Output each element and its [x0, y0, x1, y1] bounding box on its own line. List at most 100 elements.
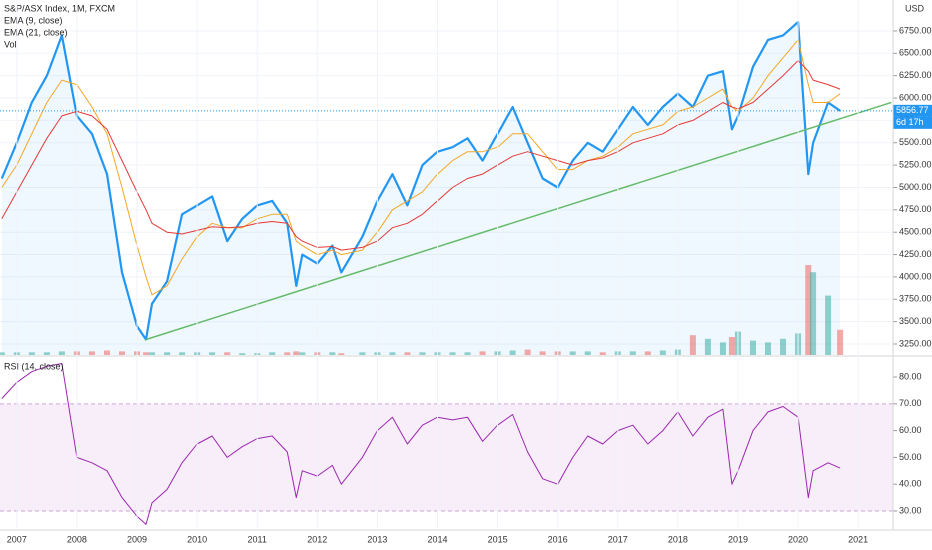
y-tick-label: 40.00	[899, 479, 922, 489]
volume-bar	[209, 352, 216, 355]
trend-line	[145, 101, 892, 341]
y-tick-label: 50.00	[899, 452, 922, 462]
volume-bar	[464, 352, 471, 355]
volume-bar	[524, 349, 531, 355]
last-price-label: 5856.77	[896, 105, 929, 115]
price-pane: 3250.00 3500.00 3750.00 4000.00 4250.00 4500.…	[0, 20, 932, 355]
price-area	[1, 22, 841, 355]
volume-bar	[269, 352, 276, 355]
x-tick-label: 2020	[788, 534, 808, 544]
volume-bar	[584, 351, 591, 355]
x-tick-label: 2021	[848, 534, 868, 544]
volume-bar	[825, 295, 832, 355]
rsi-title: RSI (14, close)	[4, 361, 64, 371]
volume-bar	[389, 352, 396, 355]
y-tick-label: 30.00	[899, 505, 922, 515]
currency: USD	[905, 3, 925, 13]
volume-bar	[239, 353, 246, 355]
volume-bar	[43, 352, 50, 355]
volume-bar	[404, 352, 411, 355]
chart-title: S&P/ASX Index, 1M, FXCM	[4, 3, 115, 13]
volume-bar	[689, 335, 696, 355]
volume-bar	[143, 352, 150, 355]
rsi-pane: 30.00 40.00 50.00 60.00 70.00 80.00	[0, 363, 922, 525]
volume-bar	[659, 350, 666, 355]
volume-bar	[164, 352, 171, 355]
legend-entry: Vol	[4, 39, 17, 49]
y-tick-label: 5500.00	[899, 137, 932, 147]
volume-bar	[293, 351, 300, 355]
y-tick-label: 5000.00	[899, 182, 932, 192]
x-tick-label: 2015	[488, 534, 508, 544]
x-tick-label: 2019	[728, 534, 748, 544]
legend-entry: EMA (9, close)	[4, 15, 63, 25]
x-tick-label: 2013	[367, 534, 387, 544]
volume-bar	[837, 329, 844, 355]
y-tick-label: 4250.00	[899, 249, 932, 259]
volume-bar	[509, 350, 516, 355]
volume-bar	[28, 352, 35, 355]
series-line	[1, 39, 841, 296]
last-price-box	[893, 104, 932, 117]
volume-bar	[704, 338, 711, 355]
y-tick-label: 3500.00	[899, 316, 932, 326]
y-tick-label: 4500.00	[899, 227, 932, 237]
volume-bar	[780, 338, 787, 355]
x-tick-label: 2012	[307, 534, 327, 544]
volume-bar	[539, 351, 546, 355]
y-tick-label: 80.00	[899, 371, 922, 381]
y-tick-label: 3250.00	[899, 338, 932, 348]
y-tick-label: 60.00	[899, 425, 922, 435]
volume-bar	[728, 337, 735, 355]
volume-bar	[179, 352, 186, 355]
x-tick-label: 2017	[608, 534, 628, 544]
volume-bar	[299, 352, 306, 355]
x-tick-label: 2011	[248, 534, 267, 544]
volume-bar	[749, 340, 756, 355]
x-tick-label: 2009	[127, 534, 147, 544]
volume-bar	[569, 351, 576, 355]
volume-bar	[419, 352, 426, 355]
volume-bar	[329, 352, 336, 355]
series-line	[1, 363, 841, 525]
volume-bar	[449, 352, 456, 355]
volume-bar	[810, 272, 817, 355]
y-tick-label: 6500.00	[899, 48, 932, 58]
volume-bar	[224, 352, 231, 355]
volume-bar	[719, 342, 726, 355]
x-tick-label: 2007	[7, 534, 27, 544]
y-tick-label: 70.00	[899, 398, 922, 408]
countdown-box	[893, 116, 932, 129]
volume-bar	[118, 351, 125, 355]
volume-bar	[103, 350, 110, 355]
y-tick-label: 6250.00	[899, 70, 932, 80]
volume-bar	[58, 351, 65, 355]
volume-bar	[479, 351, 486, 355]
x-tick-label: 2010	[187, 534, 207, 544]
volume-bar	[284, 352, 291, 355]
countdown: 6d 17h	[896, 117, 924, 127]
y-tick-label: 4750.00	[899, 204, 932, 214]
rsi-band	[0, 403, 893, 511]
volume-bar	[88, 351, 95, 355]
volume-bar	[805, 265, 812, 355]
y-tick-label: 3750.00	[899, 294, 932, 304]
volume-bar	[0, 352, 5, 355]
volume-bar	[338, 353, 345, 355]
x-tick-label: 2008	[67, 534, 87, 544]
volume-bar	[644, 351, 651, 355]
y-tick-label: 6750.00	[899, 25, 932, 35]
y-tick-label: 5250.00	[899, 159, 932, 169]
x-tick-label: 2016	[548, 534, 568, 544]
series-line	[1, 60, 841, 251]
y-tick-label: 4000.00	[899, 271, 932, 281]
x-tick-label: 2014	[427, 534, 447, 544]
volume-bar	[765, 342, 772, 355]
volume-bar	[599, 352, 606, 355]
y-tick-label: 6000.00	[899, 92, 932, 102]
series-line	[0, 20, 841, 341]
volume-bar	[359, 352, 366, 355]
volume-bar	[149, 352, 156, 355]
